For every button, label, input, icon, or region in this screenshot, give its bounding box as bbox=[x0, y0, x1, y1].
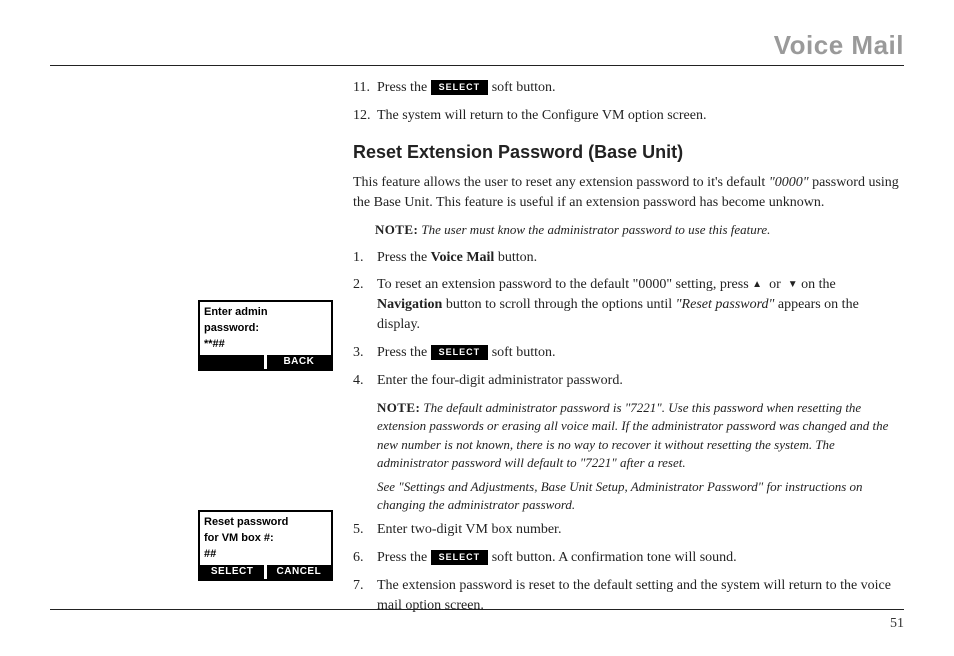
text-run: soft button. A confirmation tone will so… bbox=[488, 550, 737, 565]
step-text: Enter two-digit VM box number. bbox=[377, 520, 904, 540]
text-run: Press the bbox=[377, 80, 431, 95]
content-row: Enter admin password: **## BACK Reset pa… bbox=[50, 78, 904, 624]
text-run: Press the bbox=[377, 345, 431, 360]
header-rule bbox=[50, 65, 904, 66]
step-number: 12. bbox=[353, 106, 377, 126]
softkey-right: BACK bbox=[267, 355, 331, 369]
select-pill: SELECT bbox=[431, 550, 489, 565]
select-pill: SELECT bbox=[431, 345, 489, 360]
step-text: The system will return to the Configure … bbox=[377, 106, 904, 126]
text-quote: "0000" bbox=[769, 175, 809, 190]
select-pill: SELECT bbox=[431, 80, 489, 95]
note-paragraph: See "Settings and Adjustments, Base Unit… bbox=[377, 478, 904, 515]
list-item: 4. Enter the four-digit administrator pa… bbox=[353, 371, 904, 391]
section-heading: Reset Extension Password (Base Unit) bbox=[353, 140, 904, 166]
text-run: Press the bbox=[377, 250, 431, 265]
step-number: 1. bbox=[353, 248, 377, 268]
text-bold: Navigation bbox=[377, 297, 442, 312]
text-run: This feature allows the user to reset an… bbox=[353, 175, 769, 190]
step-number: 4. bbox=[353, 371, 377, 391]
lcd-line: **## bbox=[204, 337, 327, 353]
step-number: 3. bbox=[353, 343, 377, 363]
text-run: button to scroll through the options unt… bbox=[442, 297, 675, 312]
step-text: Enter the four-digit administrator passw… bbox=[377, 371, 904, 391]
step-number: 5. bbox=[353, 520, 377, 540]
list-item: 5. Enter two-digit VM box number. bbox=[353, 520, 904, 540]
step-text: Press the Voice Mail button. bbox=[377, 248, 904, 268]
softkey-left bbox=[200, 355, 264, 369]
text-run: Press the bbox=[377, 550, 431, 565]
lcd-reset-password: Reset password for VM box #: ## SELECT C… bbox=[198, 510, 333, 581]
intro-paragraph: This feature allows the user to reset an… bbox=[353, 173, 904, 213]
step-number: 6. bbox=[353, 548, 377, 568]
softkey-right: CANCEL bbox=[267, 565, 331, 579]
text-run: soft button. bbox=[488, 80, 555, 95]
footer: 51 bbox=[50, 609, 904, 632]
list-item: 6. Press the SELECT soft button. A confi… bbox=[353, 548, 904, 568]
list-item: 11. Press the SELECT soft button. bbox=[353, 78, 904, 98]
step-text: Press the SELECT soft button. bbox=[377, 78, 904, 98]
step-number: 11. bbox=[353, 78, 377, 98]
note-body: The user must know the administrator pas… bbox=[418, 222, 770, 237]
step-text: To reset an extension password to the de… bbox=[377, 275, 904, 335]
lcd-softkeys: BACK bbox=[200, 355, 331, 369]
text-run: on the bbox=[798, 277, 836, 292]
lcd-softkeys: SELECT CANCEL bbox=[200, 565, 331, 579]
lcd-line: Reset password bbox=[204, 515, 327, 531]
text-run: button. bbox=[494, 250, 537, 265]
text-run: soft button. bbox=[488, 345, 555, 360]
page-title: Voice Mail bbox=[50, 30, 904, 65]
note-label: NOTE: bbox=[377, 400, 420, 415]
lcd-body: Enter admin password: **## bbox=[200, 302, 331, 355]
text-run: To reset an extension password to the de… bbox=[377, 277, 752, 292]
note-paragraph: NOTE: The default administrator password… bbox=[377, 399, 904, 473]
note-block: NOTE: The default administrator password… bbox=[377, 399, 904, 515]
lcd-admin-password: Enter admin password: **## BACK bbox=[198, 300, 333, 371]
step-number: 2. bbox=[353, 275, 377, 335]
step-text: Press the SELECT soft button. A confirma… bbox=[377, 548, 904, 568]
lcd-line: for VM box #: bbox=[204, 531, 327, 547]
text-bold: Voice Mail bbox=[431, 250, 495, 265]
lcd-line: password: bbox=[204, 321, 327, 337]
text-quote: "Reset password" bbox=[676, 297, 775, 312]
lcd-line: ## bbox=[204, 547, 327, 563]
lcd-body: Reset password for VM box #: ## bbox=[200, 512, 331, 565]
step-text: Press the SELECT soft button. bbox=[377, 343, 904, 363]
page-root: Voice Mail Enter admin password: **## BA… bbox=[0, 0, 954, 644]
lcd-line: Enter admin bbox=[204, 305, 327, 321]
note-body: The default administrator password is "7… bbox=[377, 400, 888, 470]
list-item: 1. Press the Voice Mail button. bbox=[353, 248, 904, 268]
main-body: 11. Press the SELECT soft button. 12. Th… bbox=[353, 78, 904, 624]
list-item: 12. The system will return to the Config… bbox=[353, 106, 904, 126]
note-block: NOTE: The user must know the administrat… bbox=[375, 221, 904, 239]
down-arrow-icon: ▼ bbox=[788, 279, 798, 290]
list-item: 3. Press the SELECT soft button. bbox=[353, 343, 904, 363]
page-number: 51 bbox=[50, 609, 904, 632]
list-item: 2. To reset an extension password to the… bbox=[353, 275, 904, 335]
softkey-left: SELECT bbox=[200, 565, 264, 579]
sidebar: Enter admin password: **## BACK Reset pa… bbox=[50, 78, 335, 624]
note-label: NOTE: bbox=[375, 222, 418, 237]
up-arrow-icon: ▲ bbox=[752, 279, 762, 290]
